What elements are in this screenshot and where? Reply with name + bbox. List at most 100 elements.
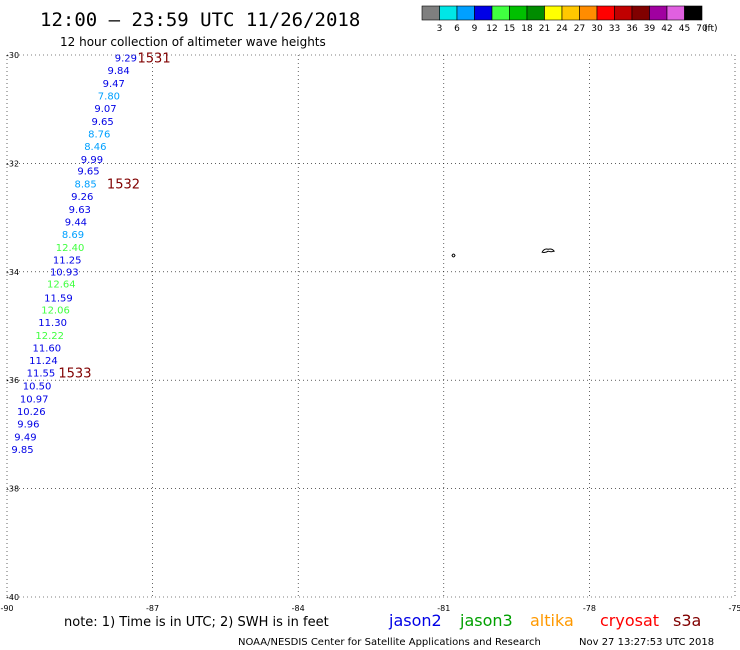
lon-tick-label: -90 bbox=[0, 604, 13, 613]
credit-text: NOAA/NESDIS Center for Satellite Applica… bbox=[238, 637, 541, 648]
legend-swatch bbox=[509, 5, 528, 21]
legend-label: 3 bbox=[437, 24, 443, 34]
lon-tick-label: -78 bbox=[583, 604, 596, 613]
legend-swatch bbox=[544, 5, 563, 21]
wave-height-value: 10.97 bbox=[20, 395, 49, 406]
wave-height-value: 9.65 bbox=[77, 166, 99, 177]
wave-height-value: 12.06 bbox=[41, 306, 70, 317]
legend-label: 45 bbox=[679, 24, 690, 34]
legend-swatch bbox=[579, 5, 598, 21]
wave-height-value: 9.99 bbox=[81, 155, 103, 166]
legend-label: 42 bbox=[661, 24, 672, 34]
satellite-s3a: s3a bbox=[673, 611, 701, 630]
satellite-cryosat: cryosat bbox=[600, 611, 659, 630]
wave-height-value: 12.64 bbox=[47, 280, 76, 291]
lat-lon-grid bbox=[6, 54, 736, 598]
legend-swatch bbox=[684, 5, 703, 21]
legend-units: (ft) bbox=[704, 24, 718, 34]
wave-height-value: 10.26 bbox=[17, 407, 46, 418]
legend-label: 39 bbox=[644, 24, 656, 34]
legend-label: 12 bbox=[486, 24, 497, 34]
legend-label: 30 bbox=[591, 24, 603, 34]
wave-height-value: 10.50 bbox=[23, 382, 52, 393]
island-west bbox=[451, 253, 456, 258]
legend-swatch bbox=[631, 5, 650, 21]
lon-tick-label: -75 bbox=[728, 604, 740, 613]
time-markers: 1531 1532 1533 bbox=[58, 52, 170, 382]
legend-label: 27 bbox=[574, 24, 585, 34]
wave-height-value: 9.85 bbox=[11, 445, 33, 456]
wave-height-value: 9.07 bbox=[94, 104, 116, 115]
lat-tick-label: -32 bbox=[6, 159, 19, 168]
map-subtitle: 12 hour collection of altimeter wave hei… bbox=[60, 35, 326, 49]
legend-label: 6 bbox=[454, 24, 460, 34]
legend-label: 33 bbox=[609, 24, 620, 34]
legend-label: 15 bbox=[504, 24, 515, 34]
legend-label: 18 bbox=[521, 24, 533, 34]
legend-swatch bbox=[666, 5, 685, 21]
wave-height-labels: 9.299.849.477.809.079.658.768.469.999.65… bbox=[11, 54, 137, 456]
map-title: 12:00 – 23:59 UTC 11/26/2018 bbox=[40, 9, 360, 31]
legend-label: 70 bbox=[696, 24, 708, 34]
wave-height-value: 9.84 bbox=[107, 66, 129, 77]
lat-tick-label: -36 bbox=[6, 376, 19, 385]
island-east bbox=[541, 248, 555, 254]
satellite-altika: altika bbox=[530, 611, 574, 630]
wave-height-value: 11.25 bbox=[53, 255, 82, 266]
wave-height-value: 12.40 bbox=[56, 243, 85, 254]
wave-height-value: 7.80 bbox=[98, 92, 120, 103]
time-marker: 1533 bbox=[58, 367, 91, 382]
legend-swatch bbox=[421, 5, 440, 21]
satellite-jason3: jason3 bbox=[459, 611, 513, 630]
wave-height-value: 12.22 bbox=[35, 331, 64, 342]
footer-note: note: 1) Time is in UTC; 2) SWH is in fe… bbox=[64, 615, 329, 630]
wave-height-value: 9.96 bbox=[17, 420, 39, 431]
satellite-legend: jason2 jason3 altika cryosat s3a bbox=[388, 611, 701, 630]
wave-height-value: 11.30 bbox=[38, 318, 67, 329]
legend-swatch bbox=[526, 5, 545, 21]
wave-height-value: 10.93 bbox=[50, 267, 79, 278]
lon-tick-label: -81 bbox=[437, 604, 450, 613]
wave-height-value: 9.26 bbox=[71, 192, 93, 203]
lat-tick-label: -34 bbox=[6, 268, 19, 277]
legend-swatch bbox=[596, 5, 615, 21]
wave-height-value: 8.76 bbox=[88, 130, 110, 141]
time-marker: 1531 bbox=[138, 52, 171, 67]
islands bbox=[451, 248, 555, 258]
wave-height-value: 9.47 bbox=[103, 79, 125, 90]
wave-height-value: 9.44 bbox=[65, 217, 87, 228]
wave-height-value: 9.49 bbox=[14, 433, 36, 444]
legend-label: 36 bbox=[626, 24, 638, 34]
legend-label: 21 bbox=[539, 24, 550, 34]
time-marker: 1532 bbox=[107, 177, 140, 192]
legend-swatch bbox=[474, 5, 493, 21]
legend-swatch bbox=[439, 5, 458, 21]
wave-height-value: 9.63 bbox=[69, 205, 91, 216]
legend-swatch bbox=[456, 5, 475, 21]
wave-height-value: 9.65 bbox=[91, 117, 113, 128]
axis-tick-labels: -90 -87 -84 -81 -78 -75 -30 -32 -34 -36 -38 -40 bbox=[0, 51, 740, 613]
legend-swatch bbox=[561, 5, 580, 21]
wave-height-value: 9.29 bbox=[115, 54, 137, 65]
timestamp-text: Nov 27 13:27:53 UTC 2018 bbox=[579, 637, 714, 648]
satellite-jason2: jason2 bbox=[388, 611, 442, 630]
legend-swatch bbox=[491, 5, 510, 21]
legend-swatch bbox=[649, 5, 668, 21]
wave-height-value: 8.69 bbox=[62, 230, 84, 241]
wave-height-value: 11.60 bbox=[32, 344, 61, 355]
wave-height-value: 8.46 bbox=[84, 142, 106, 153]
wave-height-value: 11.55 bbox=[27, 369, 56, 380]
lon-tick-label: -87 bbox=[146, 604, 159, 613]
lat-tick-label: -40 bbox=[6, 593, 19, 602]
lon-tick-label: -84 bbox=[292, 604, 305, 613]
wave-height-value: 11.24 bbox=[29, 356, 58, 367]
lat-tick-label: -30 bbox=[6, 51, 19, 60]
legend-label: 9 bbox=[472, 24, 478, 34]
lat-tick-label: -38 bbox=[6, 485, 19, 494]
legend-label: 24 bbox=[556, 24, 568, 34]
legend-swatch bbox=[614, 5, 633, 21]
wave-height-value: 11.59 bbox=[44, 293, 73, 304]
wave-height-value: 8.85 bbox=[74, 179, 96, 190]
wave-height-legend: 3 6 9 12 15 18 21 24 27 30 33 36 39 42 45 70(ft) bbox=[421, 5, 718, 34]
